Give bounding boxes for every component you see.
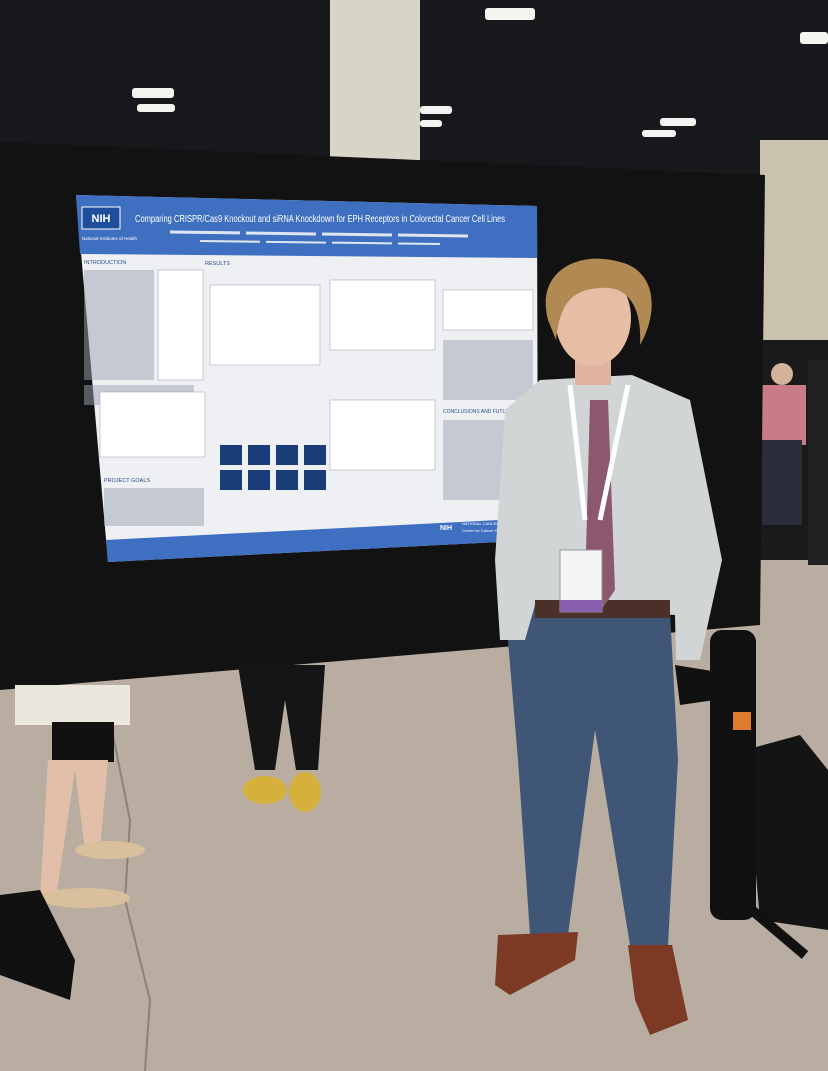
light (420, 120, 442, 127)
section-heading: INTRODUCTION (84, 260, 126, 266)
text-block (84, 270, 154, 380)
figures (99, 269, 534, 471)
bystander-skirt (15, 685, 130, 725)
figure (329, 279, 436, 351)
light (485, 8, 535, 20)
light (642, 130, 676, 137)
figure (209, 284, 321, 366)
image (304, 470, 326, 490)
ceiling-lights (132, 8, 828, 137)
label-sticker (733, 712, 751, 730)
logo-caption: National Institutes of Health (82, 236, 138, 241)
text-block (443, 340, 533, 400)
text-block (104, 488, 204, 526)
shoe (495, 932, 578, 995)
shoe (40, 888, 130, 908)
figure (157, 269, 204, 381)
bystander-skirt (52, 722, 114, 762)
logo: NIH (92, 213, 111, 225)
section-heading: CONCLUSIONS AND FUTURE DIRECTIONS (443, 409, 546, 415)
bystander-head (771, 363, 793, 385)
light (132, 88, 174, 98)
light (800, 32, 828, 44)
image (248, 470, 270, 490)
back-wall (760, 140, 828, 340)
lanyard (567, 384, 631, 521)
poster-banner (76, 195, 537, 258)
footer-logo: NIH (440, 525, 452, 532)
image (304, 445, 326, 465)
light (137, 104, 175, 112)
light (420, 106, 452, 114)
hair (545, 258, 652, 345)
microscopy (220, 445, 326, 490)
board-stand (710, 630, 756, 920)
shoe (75, 841, 145, 859)
shoe (289, 772, 321, 812)
image (248, 445, 270, 465)
image (276, 445, 298, 465)
mask-in-hand (675, 665, 718, 705)
figure (329, 399, 436, 471)
image (276, 470, 298, 490)
section-heading: PROJECT GOALS (104, 478, 150, 484)
shoe (243, 776, 287, 804)
affiliations (199, 240, 441, 245)
pillar (330, 0, 420, 160)
light (660, 118, 696, 126)
bystander-shirt (758, 385, 806, 445)
bag (0, 890, 75, 1000)
bystander-legs (40, 760, 108, 905)
footer-subtext: Center for Cancer Research (462, 528, 512, 533)
image (220, 445, 242, 465)
shoe (628, 945, 688, 1035)
pants (505, 605, 678, 945)
bystander-pants (762, 440, 802, 525)
footer-text: NATIONAL CANCER INSTITUTE (462, 521, 522, 526)
authors (169, 230, 471, 238)
backpack (745, 735, 828, 930)
presenter (495, 258, 722, 1035)
stand-foot (736, 896, 809, 959)
bystander-pants (238, 665, 325, 770)
poster-title: Comparing CRISPR/Cas9 Knockout and siRNA… (135, 214, 505, 225)
badge-ribbon (560, 600, 602, 612)
section-heading: RESULTS (205, 261, 230, 267)
bystander (808, 360, 828, 565)
poster: NIH National Institutes of Health Compar… (76, 195, 546, 562)
logo-box (81, 206, 121, 230)
poster-footer (106, 518, 538, 562)
figure (99, 391, 206, 458)
image (220, 470, 242, 490)
figure (442, 289, 534, 331)
